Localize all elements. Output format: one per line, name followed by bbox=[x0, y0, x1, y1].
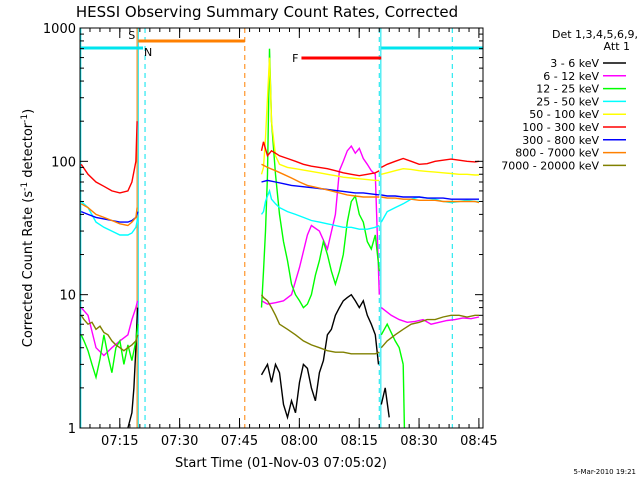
x-tick-label: 08:45 bbox=[460, 434, 497, 449]
series-line-3 bbox=[260, 188, 380, 230]
legend-label: 100 - 300 keV bbox=[522, 121, 599, 134]
legend-label: 50 - 100 keV bbox=[529, 108, 599, 121]
series-line-6 bbox=[381, 194, 479, 200]
legend-label: 12 - 25 keV bbox=[536, 83, 599, 96]
series-line-0 bbox=[260, 293, 380, 421]
series-line-2 bbox=[260, 48, 380, 309]
series-line-7 bbox=[261, 163, 380, 198]
annotation-label-F: F bbox=[292, 52, 298, 65]
legend-header-line-2: Att 1 bbox=[604, 40, 630, 53]
legend-label: 800 - 7000 keV bbox=[515, 147, 599, 160]
series-line-5 bbox=[80, 121, 138, 194]
y-tick-label: 10 bbox=[59, 289, 76, 304]
series-line-3 bbox=[80, 200, 139, 236]
series-line-2 bbox=[380, 322, 404, 365]
series-line-2 bbox=[80, 324, 139, 381]
x-tick-label: 08:00 bbox=[281, 434, 318, 449]
y-axis-label-end: ) bbox=[21, 109, 36, 114]
series-line-2 bbox=[402, 364, 406, 429]
x-axis-label: Start Time (01-Nov-03 07:05:02) bbox=[175, 456, 387, 471]
y-tick-label: 1000 bbox=[43, 22, 76, 37]
series-line-8 bbox=[260, 294, 380, 355]
y-axis-label: Corrected Count Rate (s-1 detector-1) bbox=[20, 109, 36, 347]
series-line-4 bbox=[381, 167, 479, 176]
legend-label: 25 - 50 keV bbox=[536, 95, 599, 108]
series-line-8 bbox=[80, 314, 139, 352]
x-tick-label: 07:45 bbox=[221, 434, 258, 449]
series-line-8 bbox=[380, 314, 479, 349]
legend-label: 3 - 6 keV bbox=[550, 57, 599, 70]
footer-date: 5-Mar-2010 19:21 bbox=[574, 468, 636, 476]
series-line-0 bbox=[380, 387, 390, 418]
series-line-5 bbox=[260, 141, 380, 177]
y-axis-label-main: Corrected Count Rate (s bbox=[21, 191, 36, 348]
legend-label: 6 - 12 keV bbox=[543, 70, 599, 83]
series-layer bbox=[80, 48, 480, 429]
x-tick-label: 07:15 bbox=[101, 434, 138, 449]
axis-ticks: 1 10 100 1000 07:15 07:30 07:45 08:00 08:15 08:30… bbox=[43, 22, 498, 449]
x-tick-label: 08:30 bbox=[400, 434, 437, 449]
y-axis-label-sup1: -1 bbox=[20, 182, 30, 191]
annotation-layer: SN F bbox=[80, 28, 483, 428]
series-line-7 bbox=[381, 196, 480, 204]
y-axis-label-mid: detector bbox=[21, 122, 36, 182]
annotation-label-N: N bbox=[144, 46, 152, 59]
plot-area: SN F bbox=[80, 28, 483, 429]
annotation-label-S: S bbox=[128, 29, 135, 42]
chart-title: HESSI Observing Summary Count Rates, Cor… bbox=[76, 3, 458, 21]
legend-label: 7000 - 20000 keV bbox=[501, 159, 599, 172]
series-line-4 bbox=[260, 57, 380, 182]
x-tick-label: 08:15 bbox=[340, 434, 377, 449]
series-line-1 bbox=[380, 307, 480, 325]
legend-label: 300 - 800 keV bbox=[522, 134, 599, 147]
y-tick-label: 100 bbox=[51, 155, 76, 170]
plot-frame bbox=[79, 27, 484, 429]
series-line-5 bbox=[380, 157, 480, 169]
y-tick-label: 1 bbox=[68, 422, 76, 437]
series-line-7 bbox=[80, 203, 138, 227]
x-tick-label: 07:30 bbox=[161, 434, 198, 449]
y-axis-label-sup2: -1 bbox=[20, 114, 30, 123]
legend-header-line-1: Det 1,3,4,5,6,9, bbox=[552, 28, 638, 41]
